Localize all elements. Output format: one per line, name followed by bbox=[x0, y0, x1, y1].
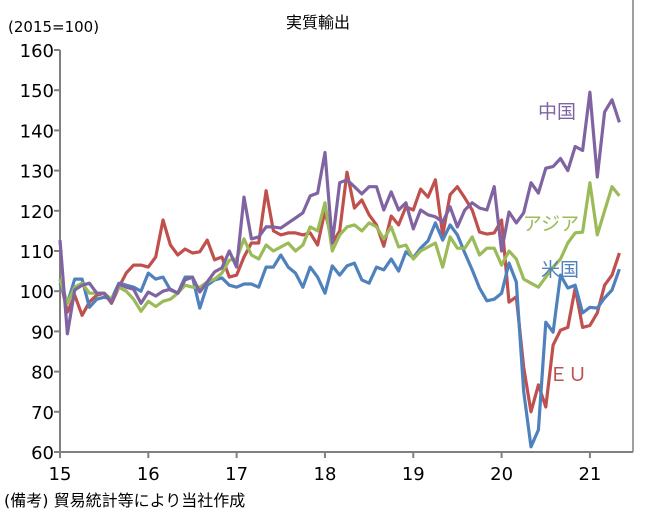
x-tick-label: 15 bbox=[49, 464, 72, 485]
y-tick-label: 90 bbox=[31, 322, 54, 343]
x-tick-label: 18 bbox=[314, 464, 337, 485]
series-label-2: 米国 bbox=[541, 259, 579, 281]
y-tick-label: 100 bbox=[20, 282, 54, 303]
x-tick-label: 16 bbox=[137, 464, 160, 485]
chart-title: 実質輸出 bbox=[286, 13, 350, 32]
y-tick-label: 140 bbox=[20, 121, 54, 142]
y-tick-label: 80 bbox=[31, 363, 54, 384]
y-tick-label: 130 bbox=[20, 162, 54, 183]
series-label-0: 中国 bbox=[538, 101, 576, 123]
y-tick-label: 70 bbox=[31, 403, 54, 424]
y-tick-label: 110 bbox=[20, 242, 54, 263]
series-line-3 bbox=[58, 170, 621, 414]
source-note: (備考) 貿易統計等により当社作成 bbox=[4, 491, 245, 510]
y-tick-label: 60 bbox=[31, 443, 54, 464]
x-tick-label: 19 bbox=[402, 464, 425, 485]
x-tick-label: 20 bbox=[490, 464, 513, 485]
x-tick-label: 17 bbox=[225, 464, 248, 485]
y-tick-label: 160 bbox=[20, 41, 54, 62]
y-tick-label: 120 bbox=[20, 202, 54, 223]
unit-label: (2015=100) bbox=[8, 18, 99, 36]
series-line-0 bbox=[58, 90, 621, 336]
x-tick-label: 21 bbox=[578, 464, 601, 485]
y-tick-label: 150 bbox=[20, 81, 54, 102]
series-line-2 bbox=[58, 221, 621, 449]
series-label-1: アジア bbox=[523, 213, 579, 235]
series-label-3: ＥＵ bbox=[549, 364, 587, 386]
axes: 60 70 80 90 100 110 120 130 140 150 160 15 16 17 18 19 2… bbox=[20, 0, 634, 485]
series-line-1 bbox=[58, 181, 621, 313]
series-lines bbox=[58, 90, 621, 449]
